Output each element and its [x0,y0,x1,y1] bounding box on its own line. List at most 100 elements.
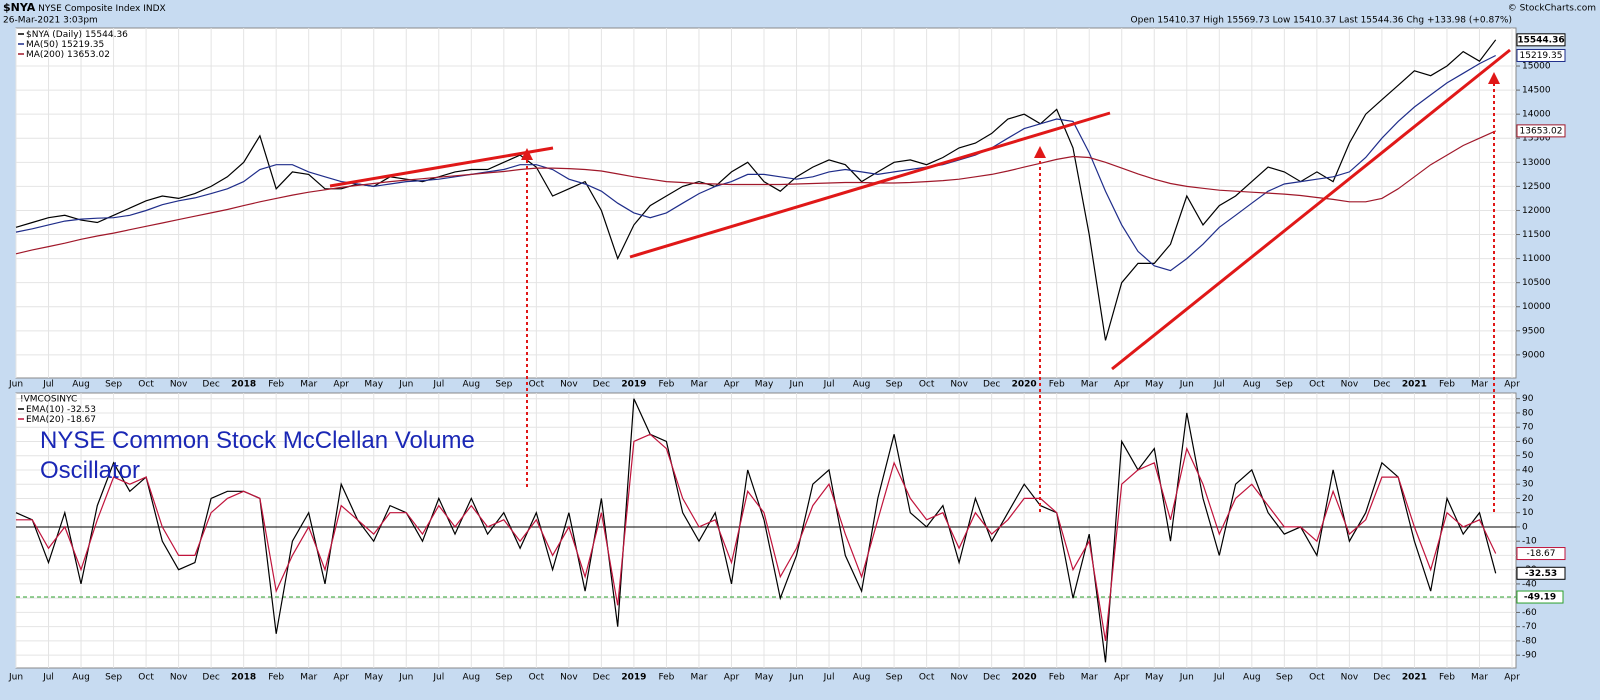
x-tick-label: Oct [138,380,154,390]
x-tick-label: Aug [853,673,871,683]
y-tick-label: 70 [1522,423,1534,433]
x-tick-label: Jun [398,380,413,390]
x-tick-label: Feb [1049,380,1065,390]
x-tick-label: Feb [658,673,674,683]
y-tick-label: 9500 [1522,326,1545,336]
last-value-box [1516,33,1566,47]
x-tick-label: Mar [300,380,317,390]
x-tick-label: Oct [529,673,545,683]
legend-value: 15219.35 [61,40,104,50]
x-tick-label: Apr [1114,673,1130,683]
series-line [15,54,1496,272]
legend-value: -18.67 [67,415,96,425]
header-title: $NYA NYSE Composite Index INDX [3,1,166,14]
y-tick-label: -60 [1522,608,1537,618]
annotations [329,48,1511,512]
x-tick-label: Jul [1213,673,1225,683]
legend-name: MA(200) [26,50,64,60]
x-tick-label: May [1145,673,1164,683]
last-value-label: 15544.36 [1517,35,1564,45]
y-tick-label: 11000 [1522,254,1551,264]
x-tick-label: Sep [886,673,903,683]
x-tick-label: Oct [919,673,935,683]
arrow-head [521,148,533,160]
last-value-box [1516,48,1566,62]
x-tick-label: Apr [333,380,349,390]
x-tick-label: May [755,673,774,683]
x-tick-label: Sep [105,673,122,683]
y-tick-label: 0 [1522,522,1528,532]
x-tick-label: Nov [950,673,968,683]
reference-label-box [1516,590,1564,604]
x-tick-label: Mar [690,380,707,390]
legend-name: EMA(20) [26,415,64,425]
x-tick-label: 2019 [621,380,646,390]
plot-area [15,27,1517,379]
arrow-head [1488,72,1500,84]
x-tick-label: 2021 [1402,673,1427,683]
y-tick-label: 14500 [1522,86,1551,96]
y-tick-label: 12500 [1522,182,1551,192]
y-tick-label: 15000 [1522,62,1551,72]
series-line [16,433,1497,641]
series-line [15,39,1497,341]
y-tick-label: -10 [1522,537,1537,547]
legend-name: EMA(10) [26,405,64,415]
timestamp: 26-Mar-2021 3:03pm [3,16,98,26]
y-tick-label: -80 [1522,636,1537,646]
y-tick-label: 11500 [1522,230,1551,240]
legend-entry: $NYA (Daily) 15544.36 [26,30,128,40]
last-value-label: -18.67 [1526,549,1555,559]
x-tick-label: Jun [788,673,803,683]
x-tick-label: Dec [1373,673,1390,683]
y-tick-label: 40 [1522,465,1534,475]
x-tick-label: Oct [1309,673,1325,683]
quote: Open 15410.37 High 15569.73 Low 15410.37… [1131,16,1512,26]
x-tick-label: Aug [463,380,481,390]
x-tick-label: Feb [658,380,674,390]
x-tick-label: Feb [1439,673,1455,683]
x-tick-label: Aug [72,380,90,390]
last-value-box [1516,566,1566,580]
legend-entry: EMA(10) -32.53 [26,405,96,415]
x-tick-label: 2021 [1402,380,1427,390]
x-tick-label: Sep [495,380,512,390]
x-tick-label: Jul [42,380,54,390]
y-tick-label: -70 [1522,622,1537,632]
y-tick-label: 20 [1522,494,1534,504]
x-tick-label: Apr [724,673,740,683]
y-tick-label: 10000 [1522,302,1551,312]
x-tick-label: Apr [724,380,740,390]
last-value-box [1516,124,1566,138]
x-tick-label: Sep [886,380,903,390]
x-tick-label: 2020 [1012,673,1037,683]
x-tick-label: Jul [823,380,835,390]
x-tick-label: Dec [593,673,610,683]
last-value-label: 13653.02 [1520,126,1563,136]
y-tick-label: -90 [1522,651,1537,661]
x-tick-label: Nov [1341,673,1359,683]
trendline [629,111,1111,259]
x-tick-label: Mar [1471,380,1488,390]
y-tick-label: 14000 [1522,110,1551,120]
x-tick-label: Apr [1504,380,1520,390]
y-tick-label: 30 [1522,480,1534,490]
series-line [15,130,1496,255]
arrow-head [1034,146,1046,158]
x-tick-label: Jun [8,673,23,683]
trendline [1111,48,1511,371]
x-tick-label: Sep [105,380,122,390]
x-tick-label: Dec [983,673,1000,683]
x-tick-label: Oct [138,673,154,683]
y-tick-label: 12000 [1522,206,1551,216]
x-tick-label: Jul [432,673,444,683]
x-tick-label: Jul [823,673,835,683]
x-tick-label: Oct [919,380,935,390]
x-tick-label: Jun [1179,673,1194,683]
x-tick-label: Nov [560,380,578,390]
x-tick-label: Sep [1276,380,1293,390]
source: © StockCharts.com [1508,4,1596,14]
x-tick-label: Apr [1114,380,1130,390]
annotation: NYSE Common Stock McClellan Volume Oscil… [40,427,475,484]
